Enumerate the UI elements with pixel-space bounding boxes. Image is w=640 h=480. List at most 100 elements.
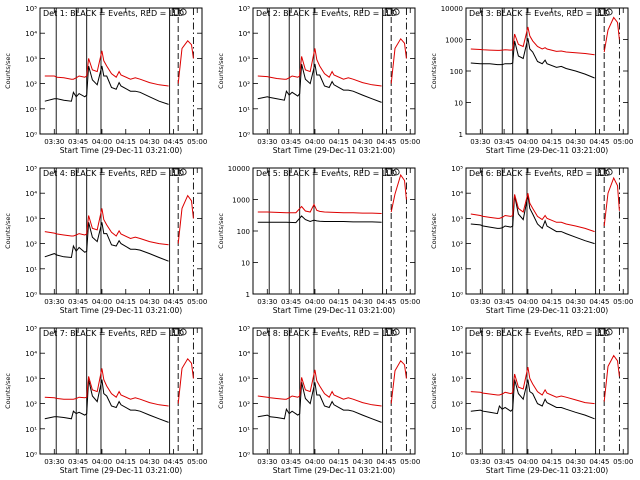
y-tick-label: 10⁵ (238, 325, 250, 333)
x-tick-label: 05:00 (613, 298, 633, 306)
lld-series-line (470, 16, 620, 56)
marker-flag (171, 328, 180, 336)
y-tick-label: 10⁵ (25, 325, 37, 333)
marker-flag (171, 168, 180, 176)
x-tick-label: 05:00 (187, 138, 207, 146)
y-axis-label: Counts/sec (4, 53, 12, 89)
x-tick-label: 03:45 (281, 298, 301, 306)
x-tick-label: 04:00 (305, 458, 325, 466)
events-series-line (470, 195, 595, 245)
y-tick-label: 10² (25, 401, 37, 409)
x-tick-label: 03:45 (68, 298, 88, 306)
marker-flag (171, 8, 180, 16)
x-axis-label: Start Time (29-Dec-11 03:21:00) (273, 146, 395, 155)
y-tick-label: 10² (25, 81, 37, 89)
plot-frame (465, 167, 629, 295)
lld-series-line (44, 40, 194, 87)
y-tick-label: 10⁵ (25, 165, 37, 173)
x-tick-label: 04:30 (139, 138, 159, 146)
x-axis-label: Start Time (29-Dec-11 03:21:00) (60, 306, 182, 315)
y-tick-label: 10¹ (451, 426, 463, 434)
x-tick-label: 04:45 (163, 458, 183, 466)
y-tick-label: 10¹ (238, 106, 250, 114)
y-tick-label: 10³ (451, 215, 463, 223)
plot-frame (252, 7, 416, 135)
y-tick-label: 10² (451, 241, 463, 249)
y-tick-label: 10⁰ (25, 451, 37, 459)
events-series-line (44, 379, 169, 423)
detector-plot-2: Det 2: BLACK = Events, RED = LLD Counts/s… (217, 5, 420, 155)
detector-plot-9: Det 9: BLACK = Events, RED = LLD Counts/s… (430, 325, 633, 475)
x-tick-label: 04:30 (565, 138, 585, 146)
y-tick-label: 10¹ (25, 106, 37, 114)
plot-title: Det 1: BLACK = Events, RED = LLD (43, 9, 184, 18)
x-axis-label: Start Time (29-Dec-11 03:21:00) (60, 466, 182, 475)
x-tick-label: 04:00 (518, 298, 538, 306)
y-axis-label: Counts/sec (4, 213, 12, 249)
y-tick-label: 10³ (25, 215, 37, 223)
marker-flag (179, 8, 187, 16)
y-tick-label: 10⁵ (451, 165, 463, 173)
x-axis-label: Start Time (29-Dec-11 03:21:00) (273, 306, 395, 315)
y-tick-label: 10⁵ (451, 325, 463, 333)
y-tick-label: 10 (241, 260, 250, 268)
marker-flag (392, 168, 400, 176)
x-tick-label: 04:15 (542, 458, 562, 466)
y-tick-label: 10¹ (451, 266, 463, 274)
x-tick-label: 03:30 (257, 138, 277, 146)
y-tick-label: 10000 (441, 5, 463, 13)
x-tick-label: 05:00 (400, 298, 420, 306)
x-tick-label: 05:00 (400, 138, 420, 146)
x-tick-label: 03:30 (470, 298, 490, 306)
lld-series-line (257, 37, 407, 87)
x-tick-label: 03:30 (470, 138, 490, 146)
events-series-line (470, 38, 595, 79)
x-tick-label: 04:00 (305, 298, 325, 306)
x-tick-label: 03:45 (68, 138, 88, 146)
x-tick-label: 04:00 (92, 138, 112, 146)
x-axis-label: Start Time (29-Dec-11 03:21:00) (486, 146, 608, 155)
x-tick-label: 03:30 (470, 458, 490, 466)
x-tick-label: 04:15 (329, 298, 349, 306)
y-tick-label: 100 (450, 68, 463, 76)
detector-plot-6: Det 6: BLACK = Events, RED = LLD Counts/s… (430, 165, 633, 315)
x-tick-label: 05:00 (613, 138, 633, 146)
y-tick-label: 10⁴ (25, 190, 37, 198)
x-tick-label: 04:15 (116, 298, 136, 306)
x-tick-label: 04:15 (329, 458, 349, 466)
x-tick-label: 03:45 (281, 138, 301, 146)
y-tick-label: 10⁴ (25, 30, 37, 38)
detector-plot-3: Det 3: BLACK = Events, RED = LLD Counts/s… (430, 5, 633, 155)
x-tick-label: 04:30 (565, 458, 585, 466)
y-tick-label: 100 (237, 228, 250, 236)
y-tick-label: 10⁵ (25, 5, 37, 13)
x-tick-label: 03:45 (281, 458, 301, 466)
x-tick-label: 04:00 (518, 458, 538, 466)
y-tick-label: 1000 (445, 37, 463, 45)
detector-plot-7: Det 7: BLACK = Events, RED = LLD Counts/s… (4, 325, 207, 475)
y-tick-label: 10³ (25, 375, 37, 383)
y-tick-label: 10000 (228, 165, 250, 173)
detector-plot-8: Det 8: BLACK = Events, RED = LLD Counts/s… (217, 325, 420, 475)
y-tick-label: 10⁴ (451, 350, 463, 358)
x-tick-label: 04:45 (163, 138, 183, 146)
y-axis-label: Counts/sec (217, 53, 225, 89)
lld-series-line (257, 173, 407, 214)
y-tick-label: 10¹ (25, 426, 37, 434)
marker-flag (605, 8, 613, 16)
detector-plot-4: Det 4: BLACK = Events, RED = LLD Counts/s… (4, 165, 207, 315)
y-tick-label: 10⁴ (25, 350, 37, 358)
x-tick-label: 04:30 (139, 298, 159, 306)
lld-series-line (470, 176, 620, 233)
x-tick-label: 04:00 (92, 298, 112, 306)
x-tick-label: 04:15 (116, 138, 136, 146)
plot-frame (252, 327, 416, 455)
marker-flag (392, 8, 400, 16)
y-tick-label: 10⁴ (451, 190, 463, 198)
y-axis-label: Counts/sec (430, 213, 438, 249)
x-tick-label: 04:00 (92, 458, 112, 466)
y-tick-label: 10³ (238, 375, 250, 383)
y-tick-label: 10¹ (25, 266, 37, 274)
plot-title: Det 8: BLACK = Events, RED = LLD (256, 329, 397, 338)
